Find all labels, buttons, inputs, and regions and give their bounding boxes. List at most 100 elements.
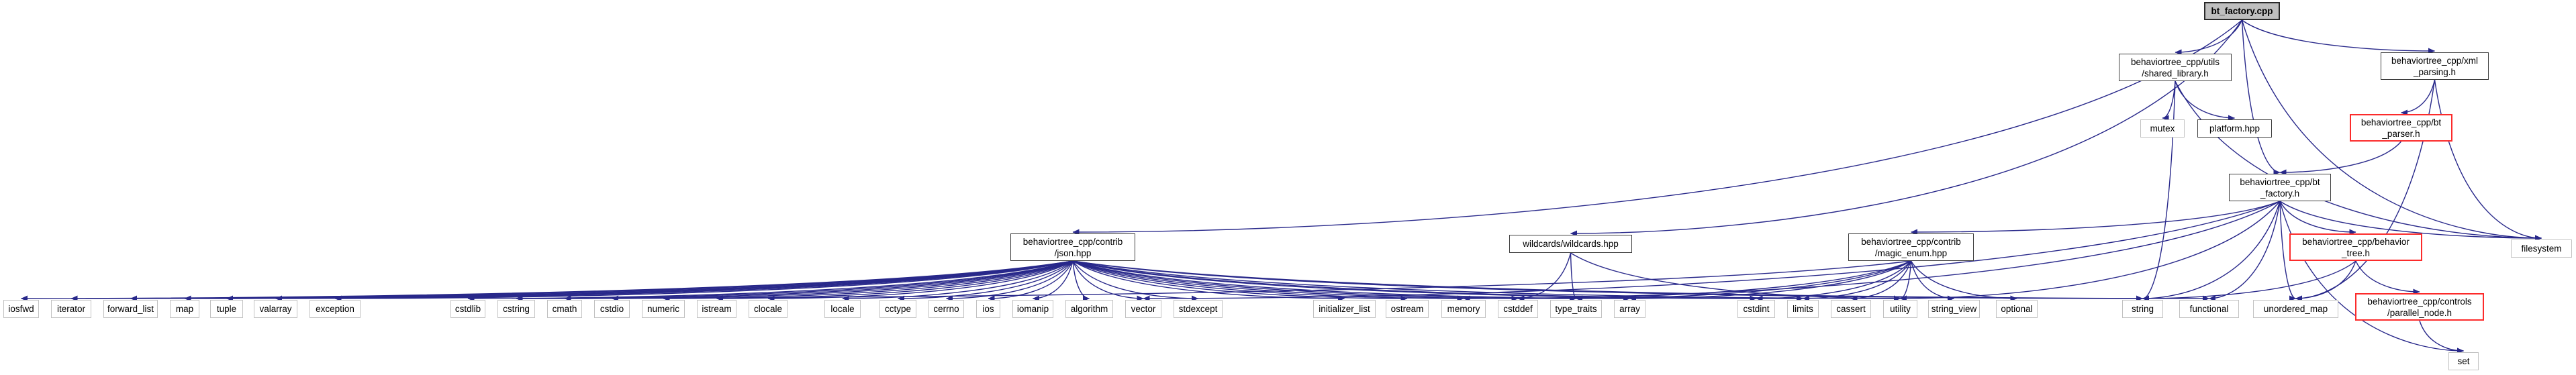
edge-json_hpp-functional [1072,260,2209,302]
edge-json_hpp-cctype [898,260,1074,302]
node-type_traits: type_traits [1550,300,1602,318]
node-label: cctype [884,304,912,314]
node-set: set [2448,352,2479,370]
node-cerrno: cerrno [928,300,964,318]
node-bt_parser[interactable]: behaviortree_cpp/bt _parser.h [2350,114,2452,142]
node-label: limits [1793,304,1813,314]
node-label: exception [316,304,354,314]
node-label: cerrno [933,304,959,314]
node-bt_factory_h[interactable]: behaviortree_cpp/bt _factory.h [2229,174,2331,201]
node-iterator: iterator [51,300,91,318]
edge-bt_factory_h-functional [2209,201,2281,302]
node-label: utility [1890,304,1911,314]
node-label: initializer_list [1319,304,1370,314]
edge-json_hpp-algorithm [1072,260,1090,302]
edge-json_hpp-array [1072,260,1630,302]
node-cstdio: cstdio [594,300,630,318]
node-label: cassert [1836,304,1866,314]
edge-magic_enum-optional [1910,260,2017,302]
node-label: vector [1131,304,1156,314]
edge-json_hpp-ios [988,260,1074,302]
node-label: unordered_map [2263,304,2328,314]
node-label: tuple [216,304,237,314]
node-label: _factory.h [2260,188,2300,199]
edge-bt_factory_h-behavior_tree [2279,201,2356,235]
edge-json_hpp-memory [1072,260,1464,302]
node-behavior_tree[interactable]: behaviortree_cpp/behavior _tree.h [2289,233,2422,261]
node-label: istream [702,304,732,314]
node-label: string_view [1931,304,1977,314]
node-shared_library[interactable]: behaviortree_cpp/utils/shared_library.h [2119,54,2232,81]
node-label: functional [2189,304,2229,314]
node-exception: exception [309,300,361,318]
edge-json_hpp-locale [842,260,1074,302]
node-algorithm: algorithm [1065,300,1113,318]
node-valarray: valarray [254,300,297,318]
node-wildcards[interactable]: wildcards/wildcards.hpp [1509,235,1632,253]
node-label: _tree.h [2341,248,2371,258]
edge-bt_factory_cpp-shared_library [2175,19,2243,56]
node-clocale: clocale [749,300,788,318]
node-label: clocale [753,304,783,314]
edge-shared_library-filesystem [2175,81,2542,242]
node-json_hpp[interactable]: behaviortree_cpp/contrib/json.hpp [1010,233,1135,261]
node-label: locale [830,304,855,314]
edge-bt_parser-bt_factory_h [2279,141,2402,176]
edge-parallel_node-set [2419,320,2464,354]
node-xml_parsing[interactable]: behaviortree_cpp/xml _parsing.h [2381,52,2489,80]
node-locale: locale [824,300,861,318]
node-magic_enum[interactable]: behaviortree_cpp/contrib/magic_enum.hpp [1848,233,1974,261]
edge-bt_factory_h-string [2142,201,2281,302]
node-label: cmath [552,304,577,314]
node-string: string [2122,300,2163,318]
node-filesystem: filesystem [2511,239,2572,258]
node-label: cstddef [1503,304,1533,314]
node-label: behaviortree_cpp/contrib [1022,236,1123,247]
node-label: valarray [259,304,292,314]
node-numeric: numeric [642,300,685,318]
node-label: behaviortree_cpp/behavior [2302,236,2410,247]
node-parallel_node[interactable]: behaviortree_cpp/controls/parallel_node.… [2355,293,2484,321]
node-bt_factory_cpp[interactable]: bt_factory.cpp [2204,2,2280,20]
node-label: set [2457,356,2470,366]
node-label: /magic_enum.hpp [1874,248,1948,258]
node-array: array [1614,300,1645,318]
node-label: numeric [647,304,679,314]
edge-bt_factory_h-unordered_map [2279,201,2296,302]
node-platform_hpp[interactable]: platform.hpp [2197,119,2272,138]
edge-bt_factory_h-filesystem [2279,201,2542,242]
edge-json_hpp-cerrno [946,260,1074,302]
node-label: _parsing.h [2413,66,2456,77]
edge-shared_library-string [2142,81,2176,302]
node-iosfwd: iosfwd [3,300,39,318]
node-label: iosfwd [8,304,34,314]
edge-json_hpp-type_traits [1072,260,1576,302]
edge-bt_factory_cpp-filesystem [2241,19,2542,242]
node-label: algorithm [1070,304,1108,314]
node-label: cstdint [1743,304,1770,314]
node-label: cstdio [600,304,624,314]
node-cstddef: cstddef [1498,300,1538,318]
node-label: /json.hpp [1054,248,1092,258]
node-cstdlib: cstdlib [450,300,485,318]
edge-xml_parsing-bt_parser [2401,79,2436,116]
node-label: wildcards/wildcards.hpp [1523,239,1619,249]
edge-magic_enum-utility [1900,260,1912,302]
edge-bt_factory_cpp-bt_factory_h [2241,19,2281,176]
edge-json_hpp-cstddef [1072,260,1519,302]
node-label: stdexcept [1178,304,1218,314]
node-label: ios [982,304,994,314]
node-utility: utility [1883,300,1917,318]
node-cstdint: cstdint [1737,300,1775,318]
node-label: /shared_library.h [2142,68,2209,78]
edge-shared_library-platform_hpp [2175,81,2235,121]
node-label: type_traits [1555,304,1597,314]
edge-bt_factory_cpp-json_hpp [1072,19,2242,235]
node-cmath: cmath [547,300,582,318]
edge-json_hpp-initializer_list [1072,260,1345,302]
node-ios: ios [976,300,1000,318]
node-label: array [1619,304,1640,314]
node-label: behaviortree_cpp/xml [2391,55,2479,66]
edge-xml_parsing-filesystem [2434,79,2542,242]
node-map: map [170,300,199,318]
